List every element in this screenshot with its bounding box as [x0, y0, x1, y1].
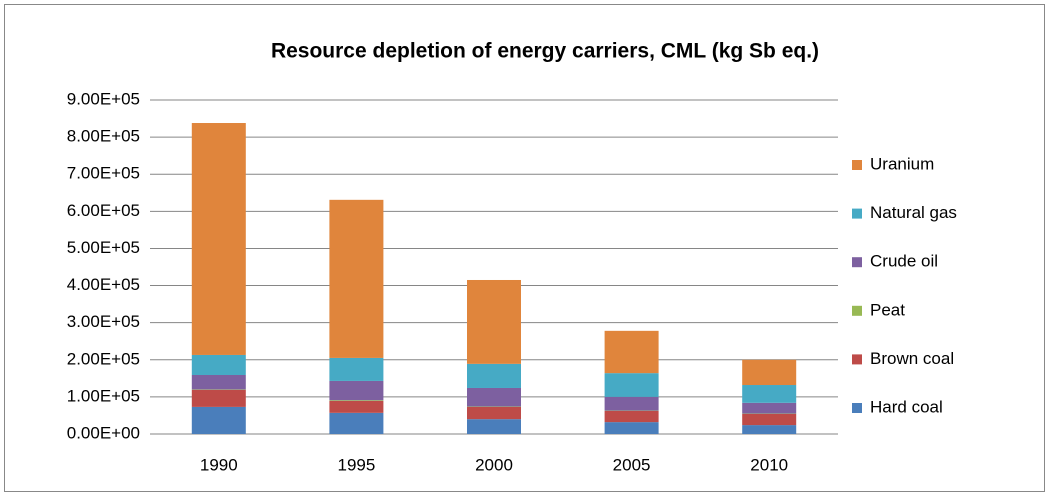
bar-segment — [329, 400, 384, 401]
y-tick-label: 8.00E+05 — [67, 127, 140, 146]
bar-segment — [467, 387, 521, 407]
chart-title: Resource depletion of energy carriers, C… — [271, 40, 819, 63]
bar-segment — [742, 402, 797, 414]
legend-swatch — [852, 257, 862, 268]
legend-swatch — [852, 403, 862, 413]
bar-segment — [467, 363, 521, 388]
bar-segment — [604, 410, 659, 423]
y-tick-label: 7.00E+05 — [67, 164, 140, 183]
bar-segment — [604, 330, 659, 374]
bar-segment — [742, 413, 797, 426]
legend-swatch — [852, 305, 862, 316]
bar-segment — [467, 419, 521, 434]
bar-segment — [191, 389, 246, 407]
bar-segment — [329, 199, 384, 358]
bar-segment — [191, 374, 246, 390]
legend-label: Hard coal — [870, 397, 943, 416]
y-tick-label: 9.00E+05 — [67, 89, 140, 108]
y-tick-label: 2.00E+05 — [67, 349, 140, 368]
legend-swatch — [852, 208, 862, 219]
bar-segment — [604, 396, 659, 411]
bar-segment — [742, 425, 797, 434]
y-tick-label: 5.00E+05 — [67, 238, 140, 257]
bar-segment — [467, 406, 521, 420]
legend-label: Brown coal — [870, 349, 954, 368]
bar-segment — [604, 373, 659, 397]
legend-swatch — [852, 160, 862, 170]
bar-segment — [329, 380, 384, 401]
bar-segment — [329, 400, 384, 413]
bar-segment — [742, 359, 797, 386]
bar-segment — [191, 406, 246, 434]
y-tick-label: 0.00E+00 — [67, 423, 140, 442]
x-tick-label: 2000 — [475, 455, 513, 474]
x-tick-label: 2005 — [613, 455, 651, 474]
legend-label: Uranium — [870, 154, 934, 173]
y-tick-label: 4.00E+05 — [67, 275, 140, 294]
legend-swatch — [852, 354, 862, 365]
bar-segment — [604, 422, 659, 434]
bar-segment — [329, 357, 384, 381]
y-tick-label: 1.00E+05 — [67, 386, 140, 405]
bar-segment — [467, 279, 521, 364]
bar-segment — [191, 354, 246, 375]
x-tick-label: 2010 — [750, 455, 788, 474]
bar-segment — [329, 412, 384, 434]
x-tick-label: 1990 — [200, 455, 238, 474]
bar-segment — [191, 123, 246, 355]
x-tick-label: 1995 — [337, 455, 375, 474]
bar-segment — [742, 385, 797, 403]
legend-label: Crude oil — [870, 252, 938, 271]
y-tick-label: 6.00E+05 — [67, 201, 140, 220]
y-tick-label: 3.00E+05 — [67, 312, 140, 331]
legend-label: Natural gas — [870, 203, 957, 222]
legend-label: Peat — [870, 300, 905, 319]
